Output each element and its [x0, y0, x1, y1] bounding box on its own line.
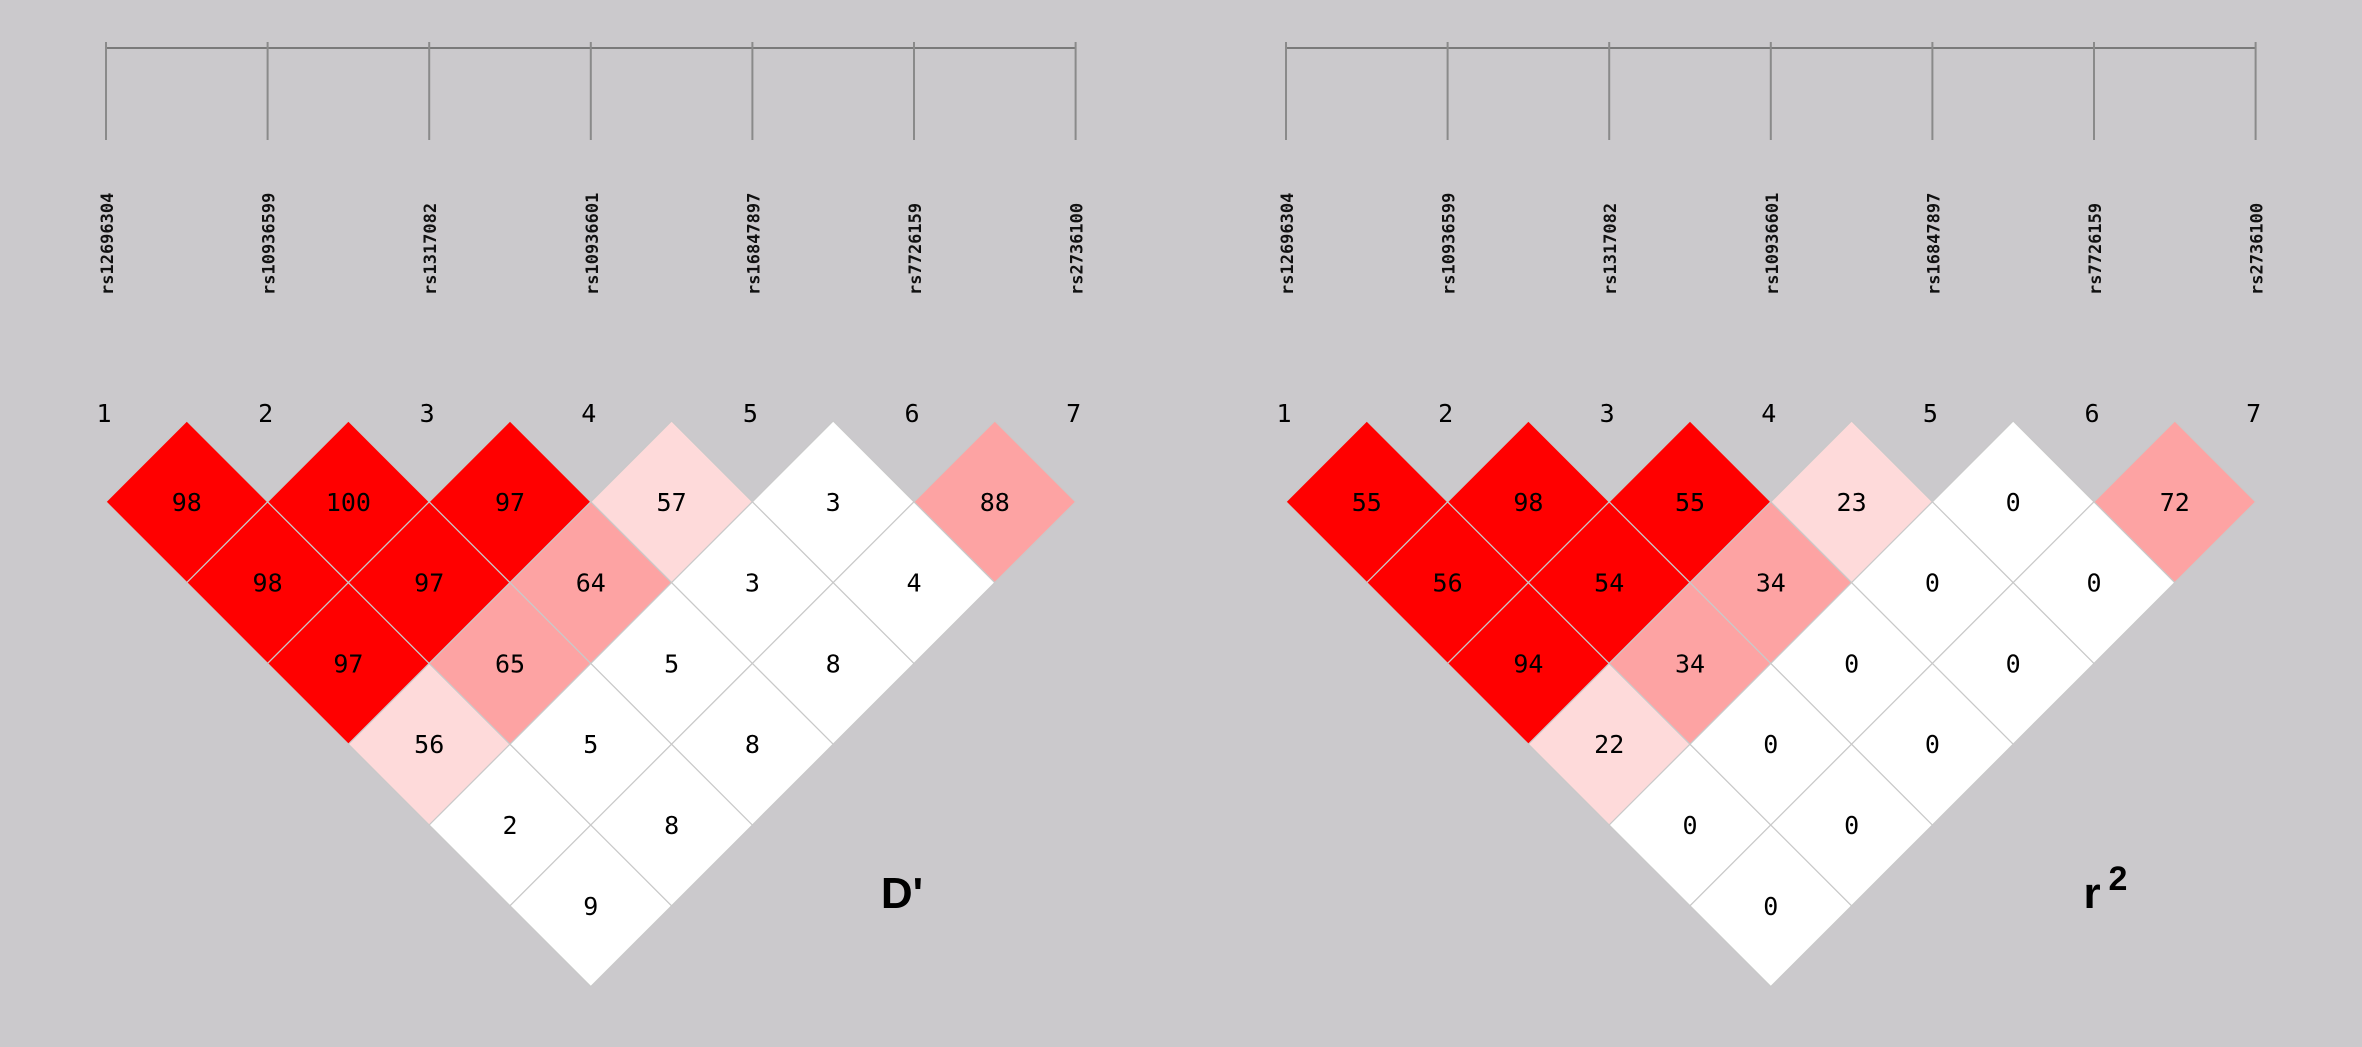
panel-title-superscript: 2: [2109, 860, 2128, 898]
marker-number-label: 3: [420, 399, 435, 428]
marker-number-label: 4: [1761, 399, 1776, 428]
ld-cell-value: 2: [502, 811, 517, 840]
marker-number-label: 4: [581, 399, 596, 428]
marker-number-label: 5: [1923, 399, 1938, 428]
ld-cell-value: 0: [1763, 892, 1778, 921]
marker-number-label: 6: [2084, 399, 2099, 428]
ld-cell-value: 8: [826, 649, 841, 678]
ld-cell-value: 5: [583, 730, 598, 759]
ld-cell-value: 98: [172, 488, 202, 517]
ld-cell-value: 0: [1925, 569, 1940, 598]
marker-number-label: 1: [96, 399, 111, 428]
ld-cell-value: 0: [1844, 811, 1859, 840]
marker-name-label: rs10936599: [260, 193, 280, 295]
marker-number-label: 1: [1276, 399, 1291, 428]
ld-cell-value: 97: [414, 569, 444, 598]
ld-cell-value: 34: [1756, 569, 1786, 598]
marker-name-label: rs1317082: [421, 203, 441, 295]
ld-cell-value: 34: [1675, 649, 1705, 678]
ld-cell-value: 0: [2006, 649, 2021, 678]
marker-number-label: 7: [1066, 399, 1081, 428]
marker-name-label: rs1317082: [1601, 203, 1621, 295]
ld-cell-value: 97: [333, 649, 363, 678]
marker-number-label: 5: [743, 399, 758, 428]
ld-panel-1: rs12696304 1 rs10936599 2 rs1317082 3 rs109366…: [96, 42, 1088, 988]
marker-number-label: 2: [1438, 399, 1453, 428]
marker-name-label: rs2736100: [2248, 203, 2268, 295]
marker-number-label: 2: [258, 399, 273, 428]
ld-cell-value: 8: [745, 730, 760, 759]
marker-name-label: rs16847897: [744, 193, 764, 295]
marker-name-label: rs16847897: [1924, 193, 1944, 295]
ld-cell-value: 72: [2160, 488, 2190, 517]
ld-cell: [2093, 420, 2257, 584]
marker-name-label: rs7726159: [906, 203, 926, 295]
marker-number-label: 6: [904, 399, 919, 428]
ld-cell-value: 3: [826, 488, 841, 517]
ld-cell-value: 0: [1844, 649, 1859, 678]
ld-cell-value: 57: [657, 488, 687, 517]
ld-cell-value: 54: [1594, 569, 1624, 598]
ld-cell-value: 56: [414, 730, 444, 759]
ld-cell-value: 64: [576, 569, 606, 598]
ld-cell-value: 5: [664, 649, 679, 678]
ld-cell-value: 98: [253, 569, 283, 598]
ld-panel-2: rs12696304 1 rs10936599 2 rs1317082 3 rs109366…: [1276, 42, 2268, 988]
ld-cell-value: 9: [583, 892, 598, 921]
marker-name-label: rs12696304: [98, 193, 118, 295]
ld-cell-value: 55: [1675, 488, 1705, 517]
marker-name-label: rs10936601: [1763, 193, 1783, 295]
marker-name-label: rs12696304: [1278, 193, 1298, 295]
panel-title: r: [2083, 869, 2100, 918]
ld-cell-value: 23: [1837, 488, 1867, 517]
marker-name-label: rs10936601: [583, 193, 603, 295]
marker-name-label: rs7726159: [2086, 203, 2106, 295]
ld-cell-value: 100: [326, 488, 371, 517]
ld-cell-value: 0: [1925, 730, 1940, 759]
marker-name-label: rs2736100: [1068, 203, 1088, 295]
ld-cell-value: 0: [2006, 488, 2021, 517]
ld-cell-value: 3: [745, 569, 760, 598]
panel-title: D': [881, 869, 923, 918]
ld-cell-value: 94: [1513, 649, 1543, 678]
ld-cell-value: 8: [664, 811, 679, 840]
ld-cell-value: 0: [1682, 811, 1697, 840]
marker-name-label: rs10936599: [1440, 193, 1460, 295]
ld-cell-value: 88: [980, 488, 1010, 517]
ld-cell-value: 65: [495, 649, 525, 678]
marker-number-label: 7: [2246, 399, 2261, 428]
ld-cell-value: 55: [1352, 488, 1382, 517]
marker-number-label: 3: [1600, 399, 1615, 428]
ld-cell: [913, 420, 1077, 584]
ld-cell-value: 56: [1433, 569, 1463, 598]
ld-cell-value: 0: [2086, 569, 2101, 598]
ld-cell-value: 22: [1594, 730, 1624, 759]
ld-cell-value: 97: [495, 488, 525, 517]
ld-cell-value: 98: [1513, 488, 1543, 517]
ld-cell-value: 4: [906, 569, 921, 598]
ld-cell-value: 0: [1763, 730, 1778, 759]
